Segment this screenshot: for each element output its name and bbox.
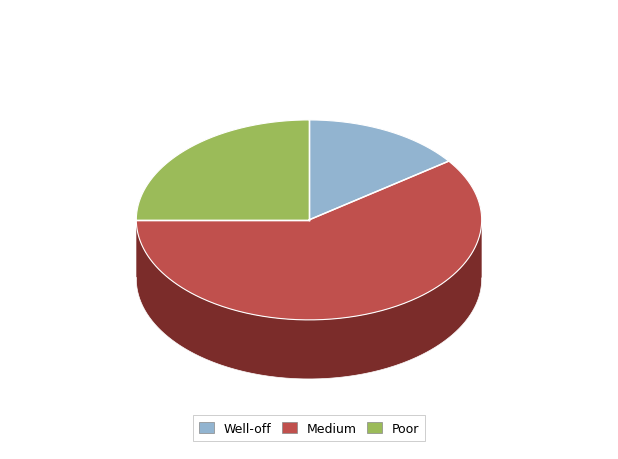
Polygon shape <box>137 219 481 379</box>
Polygon shape <box>137 162 481 320</box>
Legend: Well-off, Medium, Poor: Well-off, Medium, Poor <box>193 415 425 441</box>
Polygon shape <box>309 121 449 220</box>
Polygon shape <box>137 121 309 220</box>
